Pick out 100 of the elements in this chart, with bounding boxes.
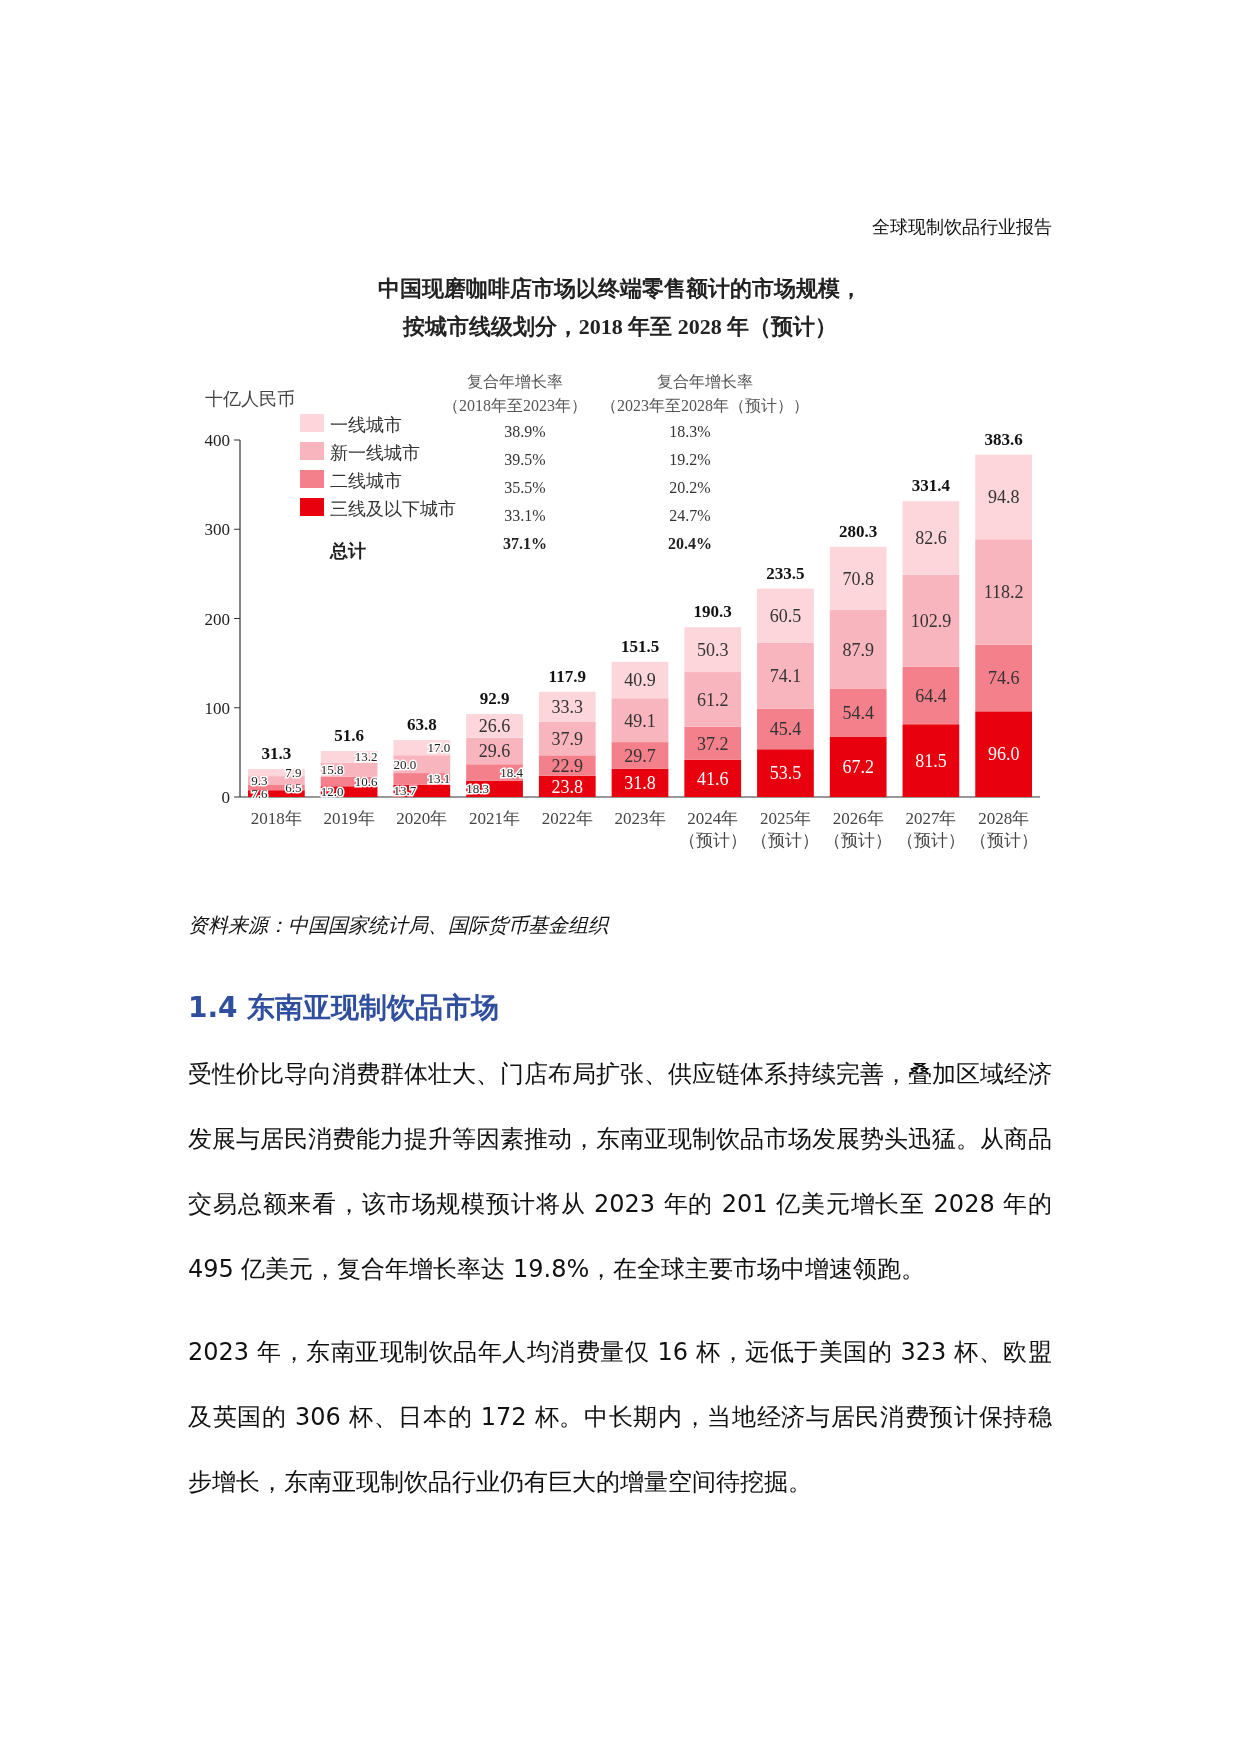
- data-label: 7.9: [285, 765, 302, 781]
- data-label: 12.0: [320, 784, 344, 800]
- data-label: 74.1: [769, 665, 802, 686]
- data-label: 53.5: [769, 763, 802, 784]
- legend-label: 二线城市: [330, 471, 402, 491]
- y-tick-label: 300: [204, 520, 230, 540]
- bar: [975, 539, 1032, 645]
- data-label: 102.9: [910, 611, 952, 632]
- x-tick-label: 2025年（预计）: [751, 809, 820, 850]
- text: 全球现制饮品行业报告: [872, 216, 1052, 237]
- data-label: 61.2: [696, 689, 729, 710]
- data-label: 37.9: [551, 728, 584, 749]
- data-label: 33.3: [551, 696, 584, 717]
- bar: [684, 759, 742, 797]
- data-label: 18.3: [466, 781, 489, 797]
- total-label: 331.4: [911, 476, 951, 496]
- legend-label: 三线及以下城市: [330, 499, 456, 519]
- total-label: 190.3: [693, 602, 732, 622]
- y-axis-title: 十亿人民币: [205, 389, 295, 409]
- total-label: 117.9: [548, 666, 586, 686]
- chart-title: 中国现磨咖啡店市场以终端零售额计的市场规模，按城市线级划分，2018 年至 2028 年（预计）: [378, 276, 862, 339]
- bar: [902, 666, 960, 725]
- x-tick-label: 2020年: [396, 809, 448, 828]
- data-label: 26.6: [478, 716, 511, 737]
- total-label: 51.6: [334, 725, 364, 745]
- data-label: 10.6: [354, 774, 378, 790]
- text: 受性价比导向消费群体壮大、门店布局扩张、供应链体系持续完善，叠加区域经济发展与居民消费能力提升等因素推动，东南亚现制饮品市场发展势头迅猛。从商品交易总额来看，该市场规模预计将从 2023 年的 201 亿美元增长至 2028 年的 495 亿美元，复合年增长率达 19.8%，在全球主要市场中增速领跑。: [188, 1060, 1052, 1283]
- y-tick-label: 400: [204, 431, 230, 450]
- data-label: 74.6: [987, 668, 1020, 689]
- total-label: 151.5: [620, 636, 660, 656]
- x-tick-label: 2022年: [541, 809, 593, 828]
- y-tick-label: 0: [221, 788, 230, 807]
- bar: [757, 588, 814, 643]
- bar: [902, 501, 960, 575]
- annotation: 18.3%: [669, 423, 711, 440]
- x-tick-label: 2021年: [469, 809, 521, 828]
- x-tick-label: 2027年（预计）: [896, 809, 965, 850]
- annotation: 37.1%: [503, 535, 547, 552]
- total-label: 383.6: [984, 429, 1023, 449]
- bar: [829, 546, 887, 611]
- data-label: 31.8: [624, 773, 656, 794]
- data-label: 15.8: [320, 762, 344, 778]
- data-label: 37.2: [696, 733, 729, 754]
- x-tick-label: 2018年: [250, 809, 302, 828]
- annotation: 33.1%: [504, 507, 546, 524]
- bar: [975, 711, 1032, 797]
- annotation: 39.5%: [504, 451, 546, 468]
- data-label: 20.0: [393, 756, 417, 772]
- data-label: 64.4: [915, 685, 947, 706]
- bar: [975, 454, 1032, 540]
- data-label: 67.2: [842, 757, 874, 778]
- bar: [829, 737, 887, 797]
- x-tick-label: 2024年（预计）: [678, 809, 747, 850]
- bar: [757, 749, 814, 797]
- bar: [757, 708, 814, 750]
- text: 资料来源：中国国家统计局、国际货币基金组织: [188, 913, 610, 937]
- annotation: 24.7%: [669, 507, 711, 524]
- bar: [684, 672, 742, 727]
- text: 2023 年，东南亚现制饮品年人均消费量仅 16 杯，远低于美国的 323 杯、欧盟及英国的 306 杯、日本的 172 杯。中长期内，当地经济与居民消费预计保持稳步增长，东南亚现制饮品行业仍有巨大的增量空间待挖掘。: [188, 1338, 1052, 1496]
- x-tick-label: 2019年: [323, 809, 375, 828]
- bar: [538, 721, 596, 756]
- total-label: 31.3: [261, 744, 292, 764]
- y-tick-label: 100: [204, 698, 230, 718]
- data-label: 23.8: [551, 776, 584, 797]
- annotation: 19.2%: [669, 451, 711, 468]
- data-label: 17.0: [427, 740, 451, 756]
- total-label: 63.8: [406, 715, 437, 735]
- total-label: 280.3: [839, 521, 878, 541]
- data-label: 13.1: [427, 771, 451, 787]
- data-label: 81.5: [915, 750, 947, 771]
- data-label: 70.8: [842, 568, 874, 589]
- annotation: 20.4%: [668, 535, 712, 552]
- text: 复合年增长率（2018年至2023年）: [443, 373, 587, 414]
- y-tick-label: 200: [204, 609, 230, 629]
- data-label: 13.2: [354, 749, 378, 765]
- data-label: 9.3: [251, 772, 268, 788]
- text: 复合年增长率（2023年至2028年（预计））: [601, 373, 809, 414]
- data-label: 82.6: [915, 528, 947, 549]
- data-label: 94.8: [987, 487, 1020, 508]
- text: 1.4 东南亚现制饮品市场: [188, 991, 500, 1024]
- total-label: 233.5: [766, 563, 805, 583]
- data-label: 50.3: [696, 639, 729, 660]
- data-label: 49.1: [624, 710, 656, 731]
- x-tick-label: 2023年: [614, 809, 666, 828]
- bar: [902, 574, 960, 667]
- data-label: 96.0: [987, 744, 1020, 765]
- data-label: 13.7: [393, 783, 417, 799]
- data-label: 54.4: [842, 703, 874, 724]
- data-label: 118.2: [983, 582, 1024, 603]
- data-label: 40.9: [624, 670, 656, 691]
- data-label: 29.7: [624, 745, 656, 766]
- annotation: 38.9%: [504, 423, 546, 440]
- annotation: 总计: [329, 541, 366, 561]
- bar: [829, 688, 887, 738]
- data-label: 29.6: [478, 741, 511, 762]
- x-tick-label: 2026年（预计）: [824, 809, 893, 850]
- legend-label: 新一线城市: [330, 443, 420, 463]
- data-label: 22.9: [551, 755, 584, 776]
- bar: [611, 698, 669, 743]
- bar: [684, 627, 742, 673]
